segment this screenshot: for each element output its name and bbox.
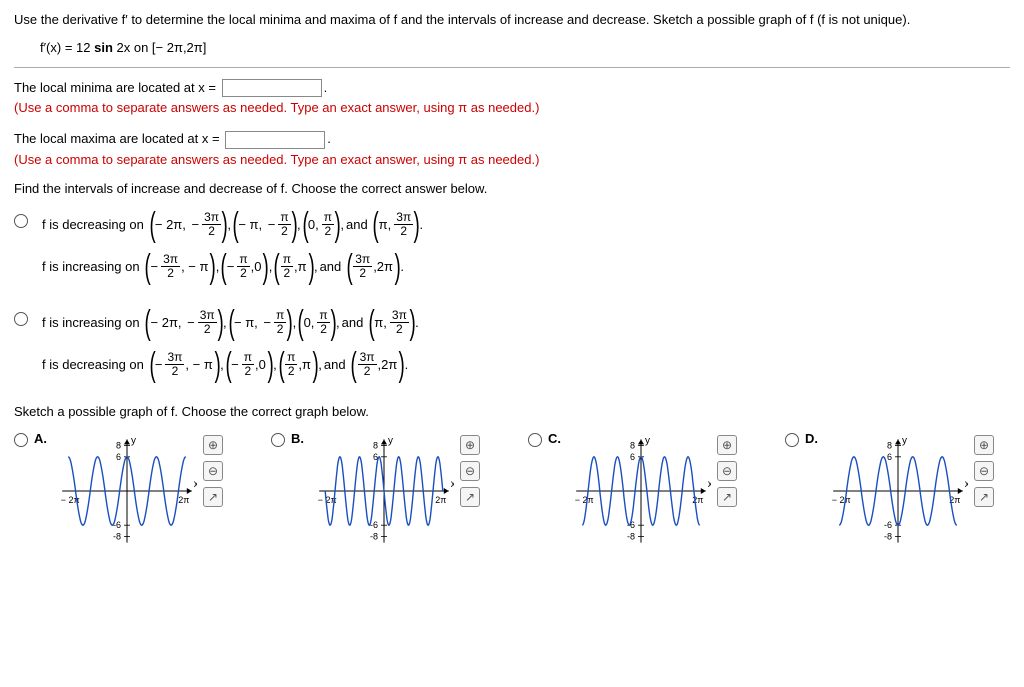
mc2-decreasing: f is decreasing on (−3π2, − π), (−π2,0),… bbox=[42, 348, 421, 382]
graph-tools: ⊕ ⊖ ↗ bbox=[203, 435, 223, 507]
intervals-question: Find the intervals of increase and decre… bbox=[14, 181, 1010, 196]
graph-tools: ⊕ ⊖ ↗ bbox=[974, 435, 994, 507]
mc1-increasing: f is increasing on (−3π2, − π), (−π2,0),… bbox=[42, 250, 425, 284]
svg-text:8: 8 bbox=[630, 440, 635, 450]
graph-option-b[interactable]: B. -8-668− 2π2πxy ⊕ ⊖ ↗ bbox=[271, 431, 480, 551]
maxima-block: The local maxima are located at x = . (U… bbox=[14, 129, 1010, 171]
mc2-inc-lead: f is increasing on bbox=[42, 315, 140, 330]
mc1-dec-lead: f is decreasing on bbox=[42, 217, 144, 232]
maxima-label: The local maxima are located at x = bbox=[14, 131, 220, 146]
svg-text:6: 6 bbox=[887, 451, 892, 461]
svg-text:-8: -8 bbox=[884, 531, 892, 541]
maxima-hint: (Use a comma to separate answers as need… bbox=[14, 152, 539, 167]
popout-icon[interactable]: ↗ bbox=[974, 487, 994, 507]
svg-text:− 2π: − 2π bbox=[575, 495, 594, 505]
eq-suffix: 2x on [− 2π,2π] bbox=[113, 40, 206, 55]
graph-tools: ⊕ ⊖ ↗ bbox=[717, 435, 737, 507]
svg-text:2π: 2π bbox=[178, 495, 189, 505]
popout-icon[interactable]: ↗ bbox=[460, 487, 480, 507]
eq-prefix: f′(x) = 12 bbox=[40, 40, 94, 55]
svg-text:x: x bbox=[194, 479, 197, 490]
graph-label-c: C. bbox=[548, 431, 561, 446]
radio-icon[interactable] bbox=[785, 433, 799, 447]
derivative-equation: f′(x) = 12 sin 2x on [− 2π,2π] bbox=[14, 40, 1010, 55]
graph-label-a: A. bbox=[34, 431, 47, 446]
mc1-decreasing: f is decreasing on (− 2π, −3π2), (− π, −… bbox=[42, 208, 425, 242]
minima-block: The local minima are located at x = . (U… bbox=[14, 78, 1010, 120]
radio-icon[interactable] bbox=[14, 214, 28, 228]
sketch-question: Sketch a possible graph of f. Choose the… bbox=[14, 404, 1010, 419]
svg-text:-8: -8 bbox=[627, 531, 635, 541]
minima-label: The local minima are located at x = bbox=[14, 80, 216, 95]
svg-text:y: y bbox=[388, 435, 393, 446]
radio-icon[interactable] bbox=[528, 433, 542, 447]
svg-text:8: 8 bbox=[887, 440, 892, 450]
svg-text:y: y bbox=[131, 435, 136, 446]
svg-text:-8: -8 bbox=[370, 531, 378, 541]
zoom-out-icon[interactable]: ⊖ bbox=[974, 461, 994, 481]
mc-content-2: f is increasing on (− 2π, −3π2), (− π, −… bbox=[42, 306, 421, 390]
svg-text:x: x bbox=[965, 479, 968, 490]
graph-a: -8-668− 2π2πxy bbox=[57, 431, 197, 551]
svg-text:8: 8 bbox=[373, 440, 378, 450]
svg-text:-8: -8 bbox=[113, 531, 121, 541]
zoom-out-icon[interactable]: ⊖ bbox=[460, 461, 480, 481]
divider bbox=[14, 67, 1010, 68]
mc-option-2[interactable]: f is increasing on (− 2π, −3π2), (− π, −… bbox=[14, 306, 1010, 390]
maxima-input[interactable] bbox=[225, 131, 325, 149]
svg-text:x: x bbox=[451, 479, 454, 490]
svg-text:− 2π: − 2π bbox=[832, 495, 851, 505]
graph-d: -8-668− 2π2πxy bbox=[828, 431, 968, 551]
mc-content-1: f is decreasing on (− 2π, −3π2), (− π, −… bbox=[42, 208, 425, 292]
question-prompt: Use the derivative f′ to determine the l… bbox=[14, 10, 1010, 30]
svg-text:-6: -6 bbox=[884, 520, 892, 530]
radio-icon[interactable] bbox=[14, 433, 28, 447]
svg-text:y: y bbox=[645, 435, 650, 446]
popout-icon[interactable]: ↗ bbox=[203, 487, 223, 507]
zoom-in-icon[interactable]: ⊕ bbox=[203, 435, 223, 455]
zoom-in-icon[interactable]: ⊕ bbox=[460, 435, 480, 455]
graph-option-c[interactable]: C. -8-668− 2π2πxy ⊕ ⊖ ↗ bbox=[528, 431, 737, 551]
graph-label-d: D. bbox=[805, 431, 818, 446]
svg-text:8: 8 bbox=[116, 440, 121, 450]
svg-text:6: 6 bbox=[116, 451, 121, 461]
graph-options-row: A. -8-668− 2π2πxy ⊕ ⊖ ↗ B. -8-668− 2π2πx… bbox=[14, 431, 1010, 551]
graph-label-b: B. bbox=[291, 431, 304, 446]
graph-option-a[interactable]: A. -8-668− 2π2πxy ⊕ ⊖ ↗ bbox=[14, 431, 223, 551]
svg-text:y: y bbox=[902, 435, 907, 446]
minima-input[interactable] bbox=[222, 79, 322, 97]
zoom-in-icon[interactable]: ⊕ bbox=[974, 435, 994, 455]
graph-tools: ⊕ ⊖ ↗ bbox=[460, 435, 480, 507]
svg-text:2π: 2π bbox=[435, 495, 446, 505]
mc2-increasing: f is increasing on (− 2π, −3π2), (− π, −… bbox=[42, 306, 421, 340]
mc-option-1[interactable]: f is decreasing on (− 2π, −3π2), (− π, −… bbox=[14, 208, 1010, 292]
zoom-in-icon[interactable]: ⊕ bbox=[717, 435, 737, 455]
svg-text:6: 6 bbox=[630, 451, 635, 461]
svg-text:x: x bbox=[708, 479, 711, 490]
graph-option-d[interactable]: D. -8-668− 2π2πxy ⊕ ⊖ ↗ bbox=[785, 431, 994, 551]
zoom-out-icon[interactable]: ⊖ bbox=[203, 461, 223, 481]
graph-b: -8-668− 2π2πxy bbox=[314, 431, 454, 551]
radio-icon[interactable] bbox=[14, 312, 28, 326]
mc1-inc-lead: f is increasing on bbox=[42, 259, 140, 274]
radio-icon[interactable] bbox=[271, 433, 285, 447]
eq-bold: sin bbox=[94, 40, 113, 55]
graph-c: -8-668− 2π2πxy bbox=[571, 431, 711, 551]
minima-hint: (Use a comma to separate answers as need… bbox=[14, 100, 539, 115]
popout-icon[interactable]: ↗ bbox=[717, 487, 737, 507]
mc2-dec-lead: f is decreasing on bbox=[42, 357, 144, 372]
zoom-out-icon[interactable]: ⊖ bbox=[717, 461, 737, 481]
